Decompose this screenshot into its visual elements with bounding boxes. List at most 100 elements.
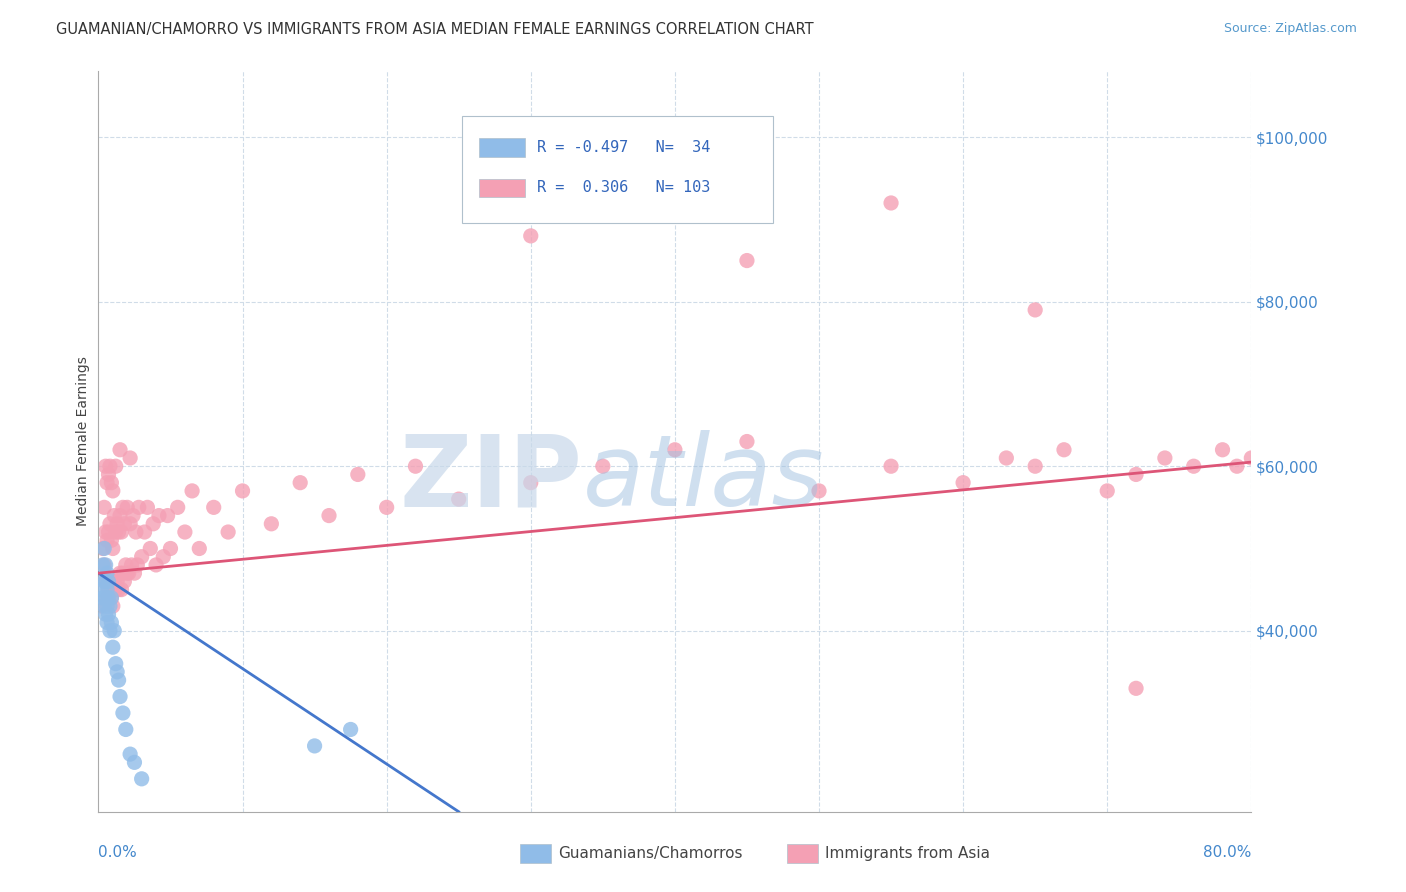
Point bbox=[1212, 442, 1234, 457]
Point bbox=[124, 566, 146, 581]
Point bbox=[1125, 681, 1147, 696]
Point bbox=[104, 459, 127, 474]
Point bbox=[181, 483, 204, 498]
Point bbox=[98, 599, 121, 613]
Point bbox=[405, 459, 427, 474]
Point bbox=[304, 739, 326, 753]
Point bbox=[97, 524, 120, 539]
Point bbox=[114, 723, 136, 737]
Point bbox=[98, 459, 121, 474]
Point bbox=[735, 253, 758, 268]
Point bbox=[108, 690, 131, 704]
Point bbox=[96, 566, 118, 581]
Point bbox=[114, 558, 136, 572]
Point bbox=[100, 591, 122, 605]
Point bbox=[97, 591, 120, 605]
Point bbox=[96, 615, 118, 630]
Point bbox=[105, 516, 128, 531]
Point bbox=[174, 524, 197, 539]
Point bbox=[1298, 459, 1320, 474]
Point bbox=[447, 492, 470, 507]
Point bbox=[93, 599, 115, 613]
Point bbox=[124, 756, 146, 770]
Point bbox=[166, 500, 188, 515]
Text: Guamanians/Chamorros: Guamanians/Chamorros bbox=[558, 847, 742, 861]
Point bbox=[91, 558, 114, 572]
Point bbox=[1024, 459, 1046, 474]
Text: atlas: atlas bbox=[582, 430, 824, 527]
Point bbox=[111, 500, 134, 515]
Point bbox=[120, 516, 142, 531]
Point bbox=[952, 475, 974, 490]
Point bbox=[101, 541, 124, 556]
FancyBboxPatch shape bbox=[479, 138, 524, 156]
Point bbox=[112, 516, 135, 531]
Point bbox=[134, 524, 156, 539]
Point bbox=[1254, 442, 1277, 457]
Point bbox=[995, 450, 1018, 465]
Point bbox=[107, 673, 129, 687]
Point bbox=[122, 508, 145, 523]
Point bbox=[103, 508, 125, 523]
Point bbox=[100, 615, 122, 630]
Point bbox=[108, 508, 131, 523]
Point bbox=[118, 566, 141, 581]
Point bbox=[159, 541, 181, 556]
Text: Source: ZipAtlas.com: Source: ZipAtlas.com bbox=[1223, 22, 1357, 36]
Point bbox=[96, 533, 118, 548]
Point bbox=[97, 574, 120, 589]
Point bbox=[1385, 434, 1406, 449]
Point bbox=[202, 500, 225, 515]
Point bbox=[100, 533, 122, 548]
Point bbox=[94, 574, 117, 589]
Point bbox=[520, 228, 543, 243]
Point bbox=[131, 549, 153, 564]
Point bbox=[152, 549, 174, 564]
Y-axis label: Median Female Earnings: Median Female Earnings bbox=[76, 357, 90, 526]
Point bbox=[111, 706, 134, 720]
Point bbox=[94, 574, 117, 589]
Point bbox=[188, 541, 211, 556]
Point bbox=[100, 591, 122, 605]
Point bbox=[808, 483, 831, 498]
Point bbox=[127, 558, 149, 572]
Point bbox=[93, 558, 115, 572]
Point bbox=[735, 434, 758, 449]
Point bbox=[96, 582, 118, 597]
Point bbox=[110, 582, 132, 597]
Point bbox=[145, 558, 167, 572]
Point bbox=[139, 541, 162, 556]
Point bbox=[98, 574, 121, 589]
Point bbox=[125, 524, 148, 539]
Text: GUAMANIAN/CHAMORRO VS IMMIGRANTS FROM ASIA MEDIAN FEMALE EARNINGS CORRELATION CH: GUAMANIAN/CHAMORRO VS IMMIGRANTS FROM AS… bbox=[56, 22, 814, 37]
Point bbox=[346, 467, 368, 482]
Point bbox=[93, 574, 115, 589]
Point bbox=[108, 442, 131, 457]
Point bbox=[1355, 450, 1378, 465]
Point bbox=[93, 541, 115, 556]
Point bbox=[94, 558, 117, 572]
Point bbox=[104, 582, 127, 597]
Point bbox=[1125, 467, 1147, 482]
Point bbox=[664, 442, 686, 457]
Point bbox=[110, 524, 132, 539]
Point bbox=[217, 524, 239, 539]
Point bbox=[94, 459, 117, 474]
Point bbox=[136, 500, 159, 515]
Point bbox=[1240, 450, 1263, 465]
Point bbox=[93, 500, 115, 515]
Point bbox=[101, 640, 124, 655]
Point bbox=[98, 516, 121, 531]
Point bbox=[107, 524, 129, 539]
Point bbox=[103, 624, 125, 638]
Point bbox=[1053, 442, 1076, 457]
Point bbox=[290, 475, 312, 490]
Point bbox=[120, 450, 142, 465]
Point bbox=[1097, 483, 1119, 498]
Point bbox=[96, 475, 118, 490]
Point bbox=[1182, 459, 1205, 474]
Point bbox=[112, 574, 135, 589]
Point bbox=[117, 500, 139, 515]
Point bbox=[142, 516, 165, 531]
Point bbox=[98, 624, 121, 638]
